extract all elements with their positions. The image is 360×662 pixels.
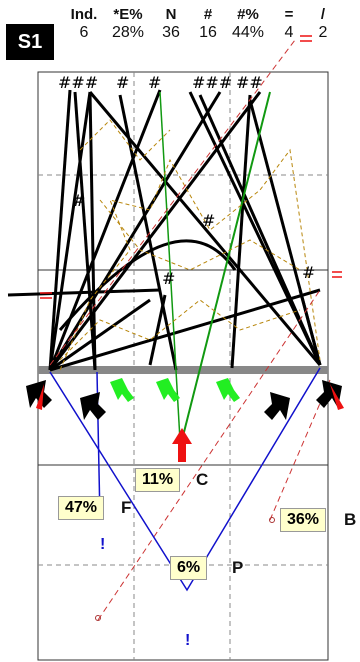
- arrow: [264, 392, 290, 420]
- zone-label-c: C: [196, 470, 209, 489]
- stat-equal: = 4: [284, 6, 294, 41]
- arrows-red: [36, 384, 344, 462]
- gold-lines: [59, 119, 321, 371]
- attack-line: [73, 91, 97, 371]
- exclaim-mark: !: [100, 536, 105, 553]
- attack-line: [48, 91, 92, 371]
- attack-line: [230, 94, 252, 369]
- red-dashed-line: [49, 39, 296, 366]
- attack-line: [48, 91, 222, 371]
- attack-line: [49, 298, 151, 372]
- hash-mark: #: [148, 73, 161, 92]
- stat-hash: #16: [199, 6, 217, 41]
- end-dot: [95, 615, 101, 621]
- exclaim-mark: !: [185, 632, 190, 649]
- attack-lines: [7, 89, 322, 372]
- stat-slash: /2: [318, 6, 328, 41]
- arrow: [26, 380, 52, 408]
- green-line: [159, 91, 181, 441]
- hash-mark: ###: [58, 73, 98, 92]
- attack-line: [7, 288, 161, 297]
- attack-line: [48, 89, 72, 371]
- hash-mark: #: [302, 263, 315, 282]
- zone-label-b: B: [344, 510, 357, 529]
- net: [38, 366, 328, 374]
- green-line: [181, 91, 271, 441]
- attack-line: [298, 289, 322, 366]
- arrow: [172, 428, 192, 462]
- arrow: [36, 384, 44, 410]
- attack-line: [148, 294, 167, 366]
- hash-mark: #: [116, 73, 129, 92]
- arrow: [216, 378, 240, 402]
- gold-line: [59, 148, 321, 371]
- hash-mark: ###: [192, 73, 232, 92]
- hash-mark: ##: [236, 73, 263, 92]
- stats-table: Ind. 6 *E% 28% N 36 #16 #% 44% = 4 /2: [64, 6, 338, 42]
- red-dashed-line: [97, 289, 321, 621]
- arrows-black: [26, 380, 342, 420]
- attack-line: [48, 91, 262, 371]
- set-badge: S1: [6, 24, 54, 60]
- zone-pct-c: 11%: [135, 468, 181, 492]
- attack-line: [88, 91, 97, 371]
- zone-pct-b: 36%: [280, 508, 327, 532]
- red-equals: [40, 35, 342, 299]
- hash-marks: ### # # ### ## # # # #: [58, 73, 315, 288]
- red-dashed-line: [269, 379, 331, 521]
- zone-pct-f: 47%: [58, 496, 105, 520]
- arrows-green: [110, 378, 240, 402]
- gold-line: [99, 199, 301, 271]
- attack-curve: [58, 239, 237, 331]
- blue-line: [49, 367, 321, 592]
- end-dot: [269, 517, 275, 523]
- stat-hash-pct: #% 44%: [231, 6, 265, 41]
- zone-label-p: P: [232, 558, 244, 577]
- gold-line: [79, 119, 171, 161]
- hash-mark: #: [72, 191, 85, 210]
- red-dashed-lines: [49, 39, 331, 621]
- attack-line: [118, 94, 178, 371]
- zone-label-f: F: [121, 498, 132, 517]
- zone-pct-p: 6%: [170, 556, 208, 580]
- hash-mark: #: [202, 211, 215, 230]
- arrow: [330, 384, 344, 410]
- arrow: [110, 378, 134, 402]
- stat-e: *E% 28%: [111, 6, 145, 41]
- stat-ind: Ind. 6: [70, 6, 98, 41]
- arrow: [156, 378, 180, 402]
- gold-line: [59, 299, 301, 361]
- arrow: [80, 392, 106, 420]
- attack-line: [48, 89, 162, 371]
- stat-n: N 36: [162, 6, 180, 41]
- hash-mark: #: [162, 269, 175, 288]
